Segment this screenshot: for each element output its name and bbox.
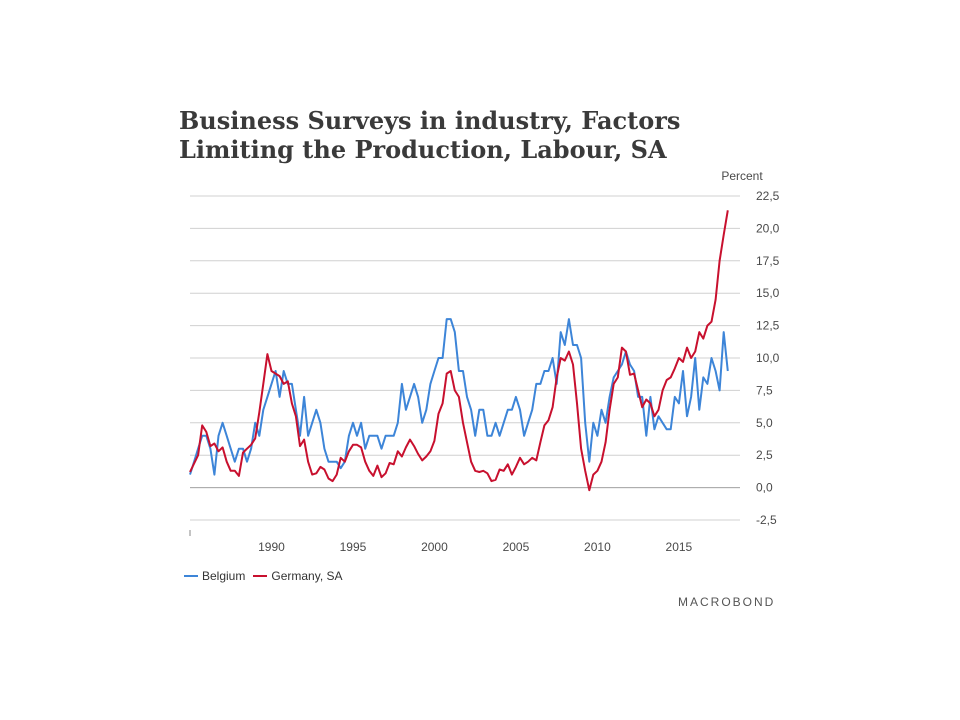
x-tick-label: 2015 bbox=[666, 540, 693, 554]
legend-item-germany: Germany, SA bbox=[253, 569, 343, 583]
x-tick-label: 2010 bbox=[584, 540, 611, 554]
y-tick-label: 5,0 bbox=[756, 416, 773, 430]
y-tick-label: 0,0 bbox=[756, 481, 773, 495]
series-line-belgium bbox=[189, 318, 729, 476]
y-tick-label: 10,0 bbox=[756, 351, 780, 365]
x-tick-label: 2005 bbox=[503, 540, 530, 554]
legend: Belgium Germany, SA bbox=[184, 569, 343, 583]
x-tick-label: 2000 bbox=[421, 540, 448, 554]
y-tick-label: 17,5 bbox=[756, 254, 780, 268]
brand-logo: MACROBOND bbox=[678, 595, 776, 609]
y-tick-label: 12,5 bbox=[756, 319, 780, 333]
x-axis-ticks: 1990 1995 2000 2005 2010 2015 bbox=[258, 540, 692, 554]
grid-lines bbox=[190, 195, 740, 521]
y-tick-label: 7,5 bbox=[756, 383, 773, 397]
y-tick-label: -2,5 bbox=[756, 513, 777, 527]
legend-swatch-germany bbox=[253, 575, 268, 577]
series-line-germany bbox=[189, 210, 729, 492]
chart-title-line-1: Business Surveys in industry, Factors bbox=[179, 106, 681, 135]
x-axis bbox=[189, 487, 740, 536]
y-tick-label: 22,5 bbox=[756, 189, 780, 203]
y-tick-label: 15,0 bbox=[756, 286, 780, 300]
series-lines bbox=[189, 210, 729, 492]
y-axis-ticks: 22,5 20,0 17,5 15,0 12,5 10,0 7,5 5,0 2,5 0,0 -2,5 bbox=[756, 189, 780, 527]
legend-label-germany: Germany, SA bbox=[271, 569, 343, 583]
legend-label-belgium: Belgium bbox=[202, 569, 246, 583]
y-tick-label: 2,5 bbox=[756, 448, 773, 462]
y-axis-unit-label: Percent bbox=[721, 169, 763, 183]
chart-title: Business Surveys in industry, Factors Li… bbox=[179, 106, 739, 164]
x-tick-label: 1990 bbox=[258, 540, 285, 554]
x-tick-label: 1995 bbox=[340, 540, 367, 554]
legend-item-belgium: Belgium bbox=[184, 569, 245, 583]
legend-swatch-belgium bbox=[184, 575, 198, 577]
y-tick-label: 20,0 bbox=[756, 221, 780, 235]
chart-title-line-2: Limiting the Production, Labour, SA bbox=[179, 135, 667, 164]
